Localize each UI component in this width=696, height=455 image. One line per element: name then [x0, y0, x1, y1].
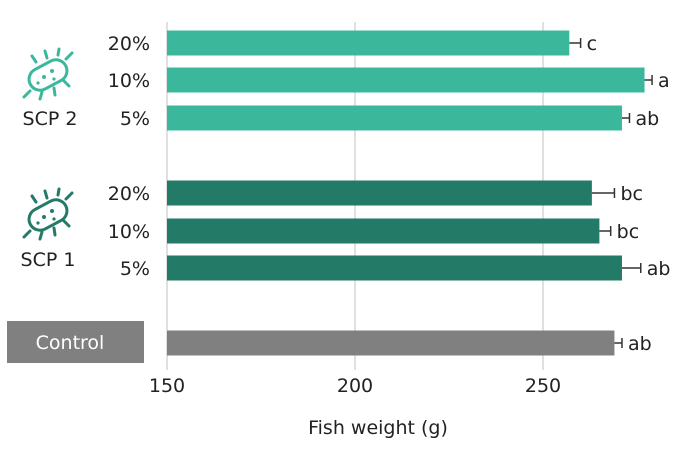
control-label: Control — [36, 332, 105, 354]
x-axis-title: Fish weight (g) — [308, 417, 448, 439]
bacteria-icon — [22, 47, 74, 101]
labels: 150 200 250 c 20% a 10% ab 5% bc 20% bc 10% ab 5% ab — [108, 33, 671, 397]
bar — [167, 105, 622, 131]
category-label: 20% — [108, 183, 150, 205]
bar — [167, 180, 592, 206]
x-tick-label: 150 — [149, 375, 185, 397]
category-label: 20% — [108, 33, 150, 55]
category-label: 10% — [108, 221, 150, 243]
group-label-scp1: SCP 1 — [21, 249, 76, 271]
bar — [167, 255, 622, 281]
bar — [167, 330, 615, 356]
control-label-box — [7, 321, 144, 363]
group-label-scp2: SCP 2 — [23, 108, 78, 130]
bar — [167, 218, 600, 244]
category-label: 5% — [120, 108, 150, 130]
significance-label: ab — [647, 258, 671, 280]
bar — [167, 67, 645, 93]
bar — [167, 30, 570, 56]
x-tick-label: 250 — [525, 375, 561, 397]
bars — [167, 30, 653, 356]
significance-label: c — [587, 33, 597, 55]
significance-label: bc — [620, 183, 643, 205]
significance-label: bc — [617, 221, 640, 243]
x-tick-label: 200 — [337, 375, 373, 397]
category-label: 10% — [108, 70, 150, 92]
significance-label: ab — [628, 333, 652, 355]
significance-label: ab — [635, 108, 659, 130]
significance-label: a — [658, 70, 670, 92]
category-label: 5% — [120, 258, 150, 280]
bacteria-icon — [22, 187, 74, 241]
